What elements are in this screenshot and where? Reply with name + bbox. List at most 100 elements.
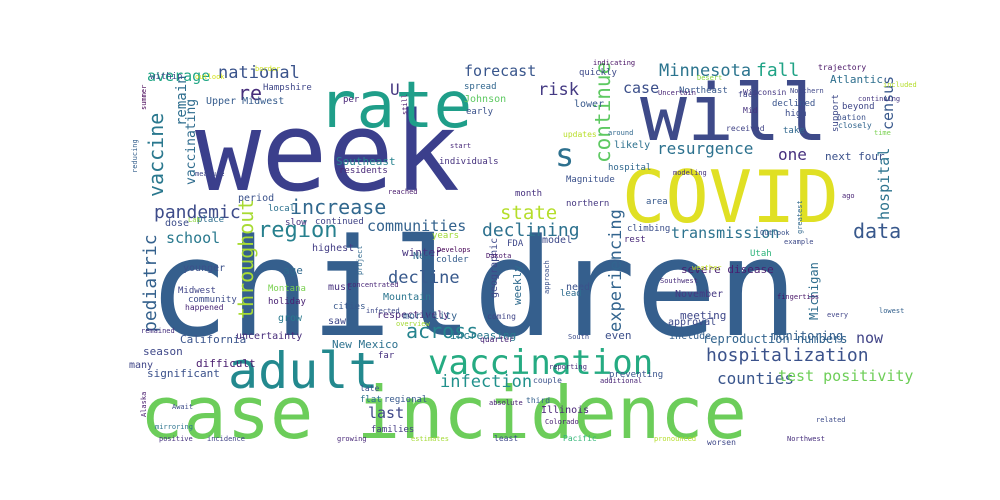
word-continued: continued [315,217,364,227]
word-need: need [566,282,590,293]
word-within: within [150,72,183,82]
word-northern: Northern [790,87,824,95]
word-summer: summer [140,85,148,110]
word-quickly: quickly [579,68,618,78]
word-spread: spread [464,82,497,92]
word-uncertainty: uncertainty [236,331,302,342]
word-years: years [432,231,459,241]
word-magnitude: Magnitude [566,175,615,185]
word-lead: lead [560,289,582,299]
word-week: week [195,88,460,216]
word-continue: continue [591,62,615,163]
word-northern: northern [566,199,609,209]
word-modeling: modeling [673,169,707,177]
word-throughout: throughout [234,199,258,319]
word-example: example [784,238,814,246]
word-likely: likely [614,140,650,151]
word-hospital: hospital [608,163,651,173]
word-one: one [778,145,807,164]
word-dose: dose [165,218,189,229]
word-illinois: Illinois [541,405,589,416]
word-holiday: holiday [268,297,307,307]
word-fingertips: fingertips [777,293,819,301]
word-covid: COVID [622,155,839,239]
word-start: start [450,142,471,150]
word-children: children [148,210,798,367]
word-now: now [856,329,884,347]
word-trajectory: trajectory [818,63,866,72]
word-utah: Utah [750,249,772,259]
word-far: far [378,351,395,361]
word-greatest: greatest [796,200,804,234]
word-mirroring: mirroring [155,423,193,431]
word-reached: reached [388,188,418,196]
word-nation: nation [837,113,866,122]
word-michigan: Michigan [807,262,821,320]
word-last: last [368,404,404,422]
word-early: early [466,107,494,117]
word-experiencing: experiencing [606,209,626,332]
word-johnson: Johnson [464,94,506,105]
word-approval: approval [668,317,716,328]
word-census: census [879,76,897,130]
word-pediatric: pediatric [140,234,161,332]
word-uncertain: Uncertain [658,89,696,97]
word-pronounced: pronounced [654,435,696,443]
word-atlantic: Atlantic [830,73,883,86]
word-fda: FDA [507,239,524,249]
word-individuals: individuals [439,157,499,167]
word-remained: remained [141,327,175,335]
word-forecast: forecast [464,62,536,80]
word-ago: ago [842,192,855,200]
word-support: support [831,94,841,132]
word-indicating: indicating [593,59,635,67]
word-test-positivity: test positivity [778,367,913,385]
word-residents: residents [339,166,388,176]
word-many: many [129,360,153,371]
word-declining: declining [482,220,580,241]
word-vaccination: vaccination [428,343,653,383]
word-wisconsin: Wisconsin [743,88,787,97]
word-california: California [180,333,246,346]
word-increase: increase [290,195,386,219]
word-school: school [166,229,220,247]
word-younger: younger [183,263,225,274]
word-midwest: Midwest [178,286,216,296]
word-absolute: absolute [489,399,523,407]
word-decline: decline [388,268,460,288]
word-respectively: respectively [377,310,449,321]
word-approach: approach [543,260,551,294]
word-hospital: hospital [875,148,893,220]
word-every: every [827,311,848,319]
word-weather: weather [692,264,722,272]
word-community: community [188,295,237,305]
word-re: re [238,81,262,105]
word-coming: coming [487,312,516,321]
word-mortality: mortality [403,311,457,322]
word-even: even [605,329,632,342]
word-estimates: estimates [411,435,449,443]
word-fact: fact [738,90,757,99]
word-couple: couple [533,376,562,385]
word-grow: grow [278,313,303,324]
word-late: late [360,384,379,393]
word-rest: rest [624,235,646,245]
word-regional: regional [384,395,427,405]
word-northeast: Northeast [679,86,728,96]
word-geographic: geographic [489,238,500,298]
word-time: time [874,129,891,137]
word-growing: growing [337,435,367,443]
word-third: third [526,396,550,405]
word-reproduction-numbers: reproduction numbers [703,332,848,346]
word-monitoring: monitoring [771,329,843,343]
word-around: around [608,129,633,137]
word-winter: winter [402,246,442,259]
word-outlook: outlook [195,73,225,81]
word-new-mexico: New Mexico [332,338,398,351]
word-significant: significant [147,367,220,380]
word-related: related [816,416,846,424]
word-month: month [515,189,542,199]
word-measure: measure [195,170,225,178]
word-closely: closely [838,121,872,130]
word-mountain: Mountain [383,292,431,303]
